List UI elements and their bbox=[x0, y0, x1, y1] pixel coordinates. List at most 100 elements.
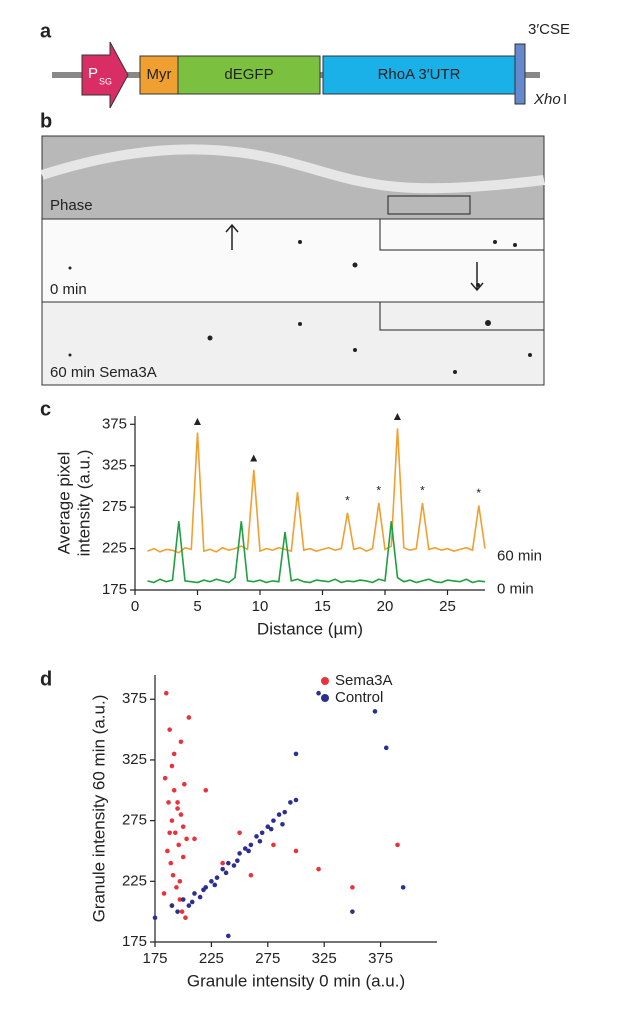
scatter-point bbox=[184, 836, 189, 842]
x-tick-label: 225 bbox=[199, 950, 224, 967]
annotation: * bbox=[420, 484, 425, 498]
legend-marker bbox=[321, 694, 329, 702]
scatter-point bbox=[169, 763, 175, 769]
scatter-point bbox=[171, 751, 177, 757]
x-tick-label: 375 bbox=[368, 950, 393, 967]
scatter-point bbox=[177, 879, 183, 884]
scatter-point bbox=[169, 818, 175, 823]
scatter-point bbox=[201, 887, 206, 893]
annotation: * bbox=[345, 494, 350, 508]
scatter-point bbox=[161, 891, 167, 896]
scatter-point bbox=[167, 727, 172, 732]
scatter-point bbox=[350, 909, 355, 914]
scatter-point bbox=[163, 690, 169, 696]
scatter-point bbox=[248, 872, 254, 878]
scatter-point bbox=[203, 787, 209, 793]
panel-label: a bbox=[40, 20, 52, 42]
panel-label: b bbox=[40, 110, 52, 132]
y-tick-label: 225 bbox=[122, 872, 147, 889]
line-series bbox=[147, 428, 486, 554]
annotation: ▲ bbox=[192, 414, 204, 428]
annotation: ▲ bbox=[392, 409, 404, 423]
scatter-point bbox=[265, 824, 271, 830]
scatter-point bbox=[209, 879, 214, 884]
site-suffix: I bbox=[563, 91, 567, 108]
scatter-point bbox=[316, 866, 321, 872]
scatter-point bbox=[177, 897, 183, 902]
scatter-point bbox=[246, 848, 251, 854]
y-tick-label: 175 bbox=[122, 933, 147, 950]
scatter-point bbox=[174, 885, 179, 890]
series-label: 0 min bbox=[497, 581, 534, 598]
scatter-point bbox=[182, 781, 187, 787]
annotation: * bbox=[376, 484, 381, 498]
scatter-point bbox=[259, 830, 265, 836]
panel-label: c bbox=[40, 398, 51, 420]
scatter-point bbox=[400, 885, 406, 890]
scatter-point bbox=[271, 818, 276, 823]
scatter-point bbox=[280, 821, 285, 827]
scatter-point bbox=[223, 870, 229, 876]
y-tick-label: 375 bbox=[122, 690, 147, 707]
legend-label: Sema3A bbox=[335, 672, 393, 689]
arrows bbox=[225, 223, 484, 292]
neurite bbox=[40, 144, 545, 194]
x-tick-label: 0 bbox=[131, 598, 139, 615]
scatter-point bbox=[276, 812, 282, 817]
scatter-point bbox=[293, 751, 299, 757]
x-tick-label: 5 bbox=[193, 598, 201, 615]
scatter-point bbox=[175, 800, 180, 805]
promoter-label: P bbox=[88, 65, 98, 82]
series-label: 60 min bbox=[497, 548, 542, 565]
scatter-point bbox=[242, 846, 248, 851]
scatter-point bbox=[350, 885, 355, 890]
scatter-point bbox=[197, 894, 203, 900]
scatter-point bbox=[237, 830, 242, 836]
panel-label: d bbox=[40, 668, 52, 690]
scatter-point bbox=[214, 875, 220, 880]
scatter-point bbox=[168, 860, 174, 866]
scatter-point bbox=[220, 860, 225, 866]
scatter-point bbox=[167, 830, 172, 836]
site-label: Xho bbox=[533, 91, 561, 108]
x-tick-label: 325 bbox=[312, 950, 337, 967]
scatter-point bbox=[175, 806, 180, 811]
scatter-point bbox=[169, 903, 175, 908]
scatter-point bbox=[166, 800, 171, 805]
scatter-point bbox=[231, 863, 237, 868]
image-label: 0 min bbox=[50, 281, 87, 298]
scatter-point bbox=[171, 787, 177, 793]
cse-label: 3′CSE bbox=[528, 21, 570, 38]
line-series bbox=[147, 521, 486, 584]
scatter-point bbox=[175, 909, 180, 914]
block-label: dEGFP bbox=[224, 66, 273, 83]
scatter-point bbox=[176, 842, 181, 848]
scatter-point bbox=[192, 891, 197, 896]
inset-box bbox=[387, 195, 471, 215]
scatter-point bbox=[235, 858, 240, 863]
y-axis-label: intensity (a.u.) bbox=[74, 450, 93, 557]
inset-frame bbox=[379, 219, 544, 331]
scatter-point bbox=[179, 909, 185, 914]
scatter-point bbox=[237, 851, 242, 856]
scatter-point bbox=[178, 739, 184, 745]
x-axis-label: Granule intensity 0 min (a.u.) bbox=[187, 971, 405, 990]
scatter-point bbox=[189, 899, 195, 905]
y-axis-label: Average pixel bbox=[54, 452, 73, 555]
scatter-point bbox=[180, 854, 186, 860]
y-tick-label: 275 bbox=[102, 498, 127, 515]
scatter-point bbox=[383, 745, 389, 751]
y-tick-label: 325 bbox=[102, 457, 127, 474]
annotation: ▲ bbox=[248, 450, 260, 464]
scatter-point bbox=[186, 715, 192, 720]
scatter-point bbox=[248, 842, 254, 848]
scatter-point bbox=[395, 842, 400, 848]
scatter-point bbox=[212, 882, 218, 888]
scatter-point bbox=[254, 834, 259, 839]
cse-bar bbox=[514, 43, 526, 105]
y-tick-label: 175 bbox=[102, 581, 127, 598]
legend-label: Control bbox=[335, 689, 383, 706]
y-tick-label: 275 bbox=[122, 812, 147, 829]
scatter-point bbox=[257, 838, 263, 844]
